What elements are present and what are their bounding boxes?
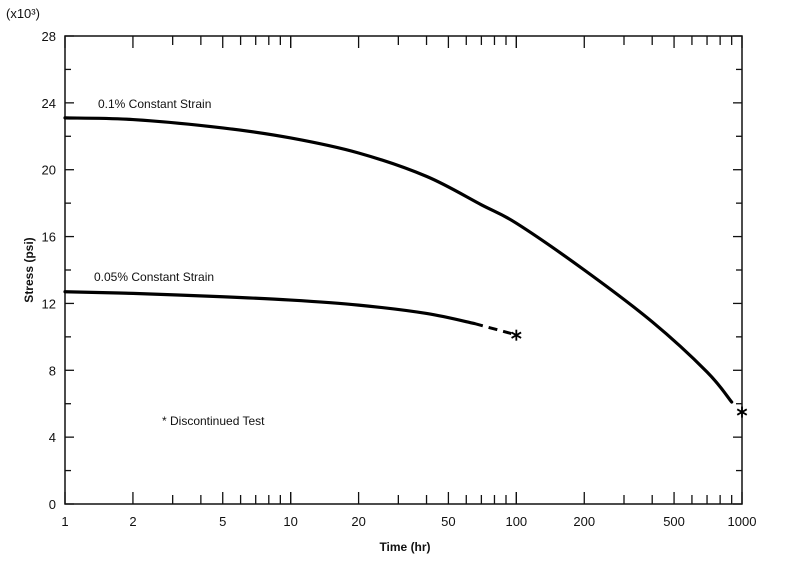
x-tick-label: 1000 [728, 514, 757, 529]
series-dashed-extension [473, 322, 512, 335]
series-line-0.05-pct [63, 290, 476, 326]
y-multiplier-label: (x10³) [6, 6, 40, 21]
discontinued-marker [511, 329, 522, 341]
y-tick-label: 4 [49, 430, 56, 445]
series-label-0.05: 0.05% Constant Strain [94, 270, 214, 284]
y-tick-label: 8 [49, 363, 56, 378]
y-tick-label: 16 [42, 230, 56, 245]
x-tick-label: 50 [441, 514, 455, 529]
x-tick-label: 20 [351, 514, 365, 529]
x-tick-label: 100 [505, 514, 527, 529]
series-line-0.1-pct [63, 116, 734, 404]
series-label-0.1: 0.1% Constant Strain [98, 97, 211, 111]
y-axis-title: Stress (psi) [22, 237, 36, 302]
marker-stroke [511, 331, 522, 339]
x-tick-label: 5 [219, 514, 226, 529]
x-tick-label: 1 [61, 514, 68, 529]
x-tick-label: 200 [573, 514, 595, 529]
x-axis-title: Time (hr) [379, 540, 430, 554]
y-axis-tick-labels: 0 4 8 12 16 20 24 28 [42, 29, 56, 512]
x-axis-tick-labels: 1 2 5 10 20 50 100 200 500 1000 [61, 514, 756, 529]
marker-stroke [736, 408, 748, 416]
y-tick-label: 0 [49, 497, 56, 512]
x-tick-label: 500 [663, 514, 685, 529]
x-tick-label: 10 [283, 514, 297, 529]
discontinued-marker [736, 406, 748, 418]
y-tick-label: 24 [42, 96, 56, 111]
series-layer [63, 116, 748, 418]
discontinued-test-footnote: * Discontinued Test [162, 414, 265, 428]
x-axis-ticks [64, 36, 743, 504]
x-tick-label: 2 [129, 514, 136, 529]
y-axis-ticks [65, 35, 742, 505]
y-tick-label: 28 [42, 29, 56, 44]
y-tick-label: 20 [42, 163, 56, 178]
y-tick-label: 12 [42, 296, 56, 311]
